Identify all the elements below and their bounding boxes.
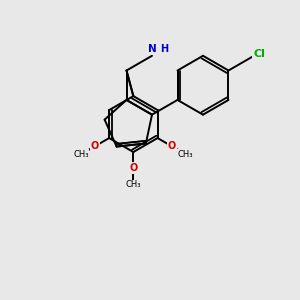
Text: N: N — [148, 44, 156, 54]
Text: H: H — [160, 44, 168, 54]
Text: Cl: Cl — [254, 49, 265, 59]
Text: CH₃: CH₃ — [178, 150, 194, 159]
Text: CH₃: CH₃ — [73, 150, 89, 159]
Text: O: O — [167, 141, 176, 151]
Text: O: O — [129, 163, 137, 173]
Text: O: O — [91, 141, 99, 151]
Text: CH₃: CH₃ — [126, 180, 141, 189]
